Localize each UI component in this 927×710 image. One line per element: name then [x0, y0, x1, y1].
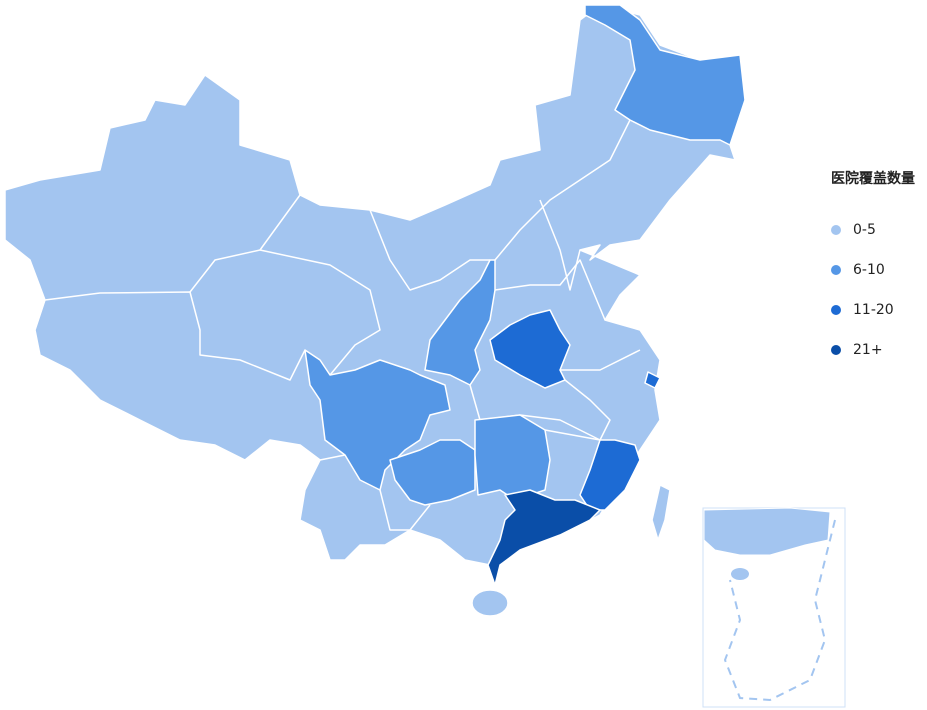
region-四川[interactable]	[304, 349, 451, 491]
legend-item[interactable]: 21+	[831, 330, 915, 370]
region-上海[interactable]	[644, 371, 661, 389]
inset-land	[703, 507, 831, 556]
region-福建[interactable]	[579, 439, 641, 511]
region-湖南[interactable]	[474, 414, 551, 501]
region-贵州[interactable]	[389, 439, 476, 506]
region-taiwan[interactable]	[651, 484, 671, 541]
legend-dot-icon	[831, 345, 841, 355]
legend-label: 6-10	[853, 262, 885, 278]
legend-title: 医院覆盖数量	[831, 171, 915, 187]
legend-item[interactable]: 6-10	[831, 250, 915, 290]
region-广东[interactable]	[487, 489, 601, 586]
legend-label: 21+	[853, 342, 883, 358]
legend-item[interactable]: 0-5	[831, 210, 915, 250]
legend-dot-icon	[831, 265, 841, 275]
legend: 医院覆盖数量 0-5 6-10 11-20 21+	[831, 168, 915, 370]
region-hainan[interactable]	[471, 589, 509, 617]
region-河南[interactable]	[489, 309, 571, 389]
legend-item[interactable]: 11-20	[831, 290, 915, 330]
legend-label: 0-5	[853, 222, 876, 238]
south-china-sea-inset	[702, 507, 846, 708]
region-黑龙江[interactable]	[584, 4, 746, 146]
nine-dash-line	[723, 519, 836, 702]
legend-dot-icon	[831, 225, 841, 235]
legend-label: 11-20	[853, 302, 894, 318]
region-陕西[interactable]	[424, 259, 496, 386]
legend-dot-icon	[831, 305, 841, 315]
china-outline[interactable]	[4, 4, 746, 586]
inset-hainan	[731, 568, 749, 580]
